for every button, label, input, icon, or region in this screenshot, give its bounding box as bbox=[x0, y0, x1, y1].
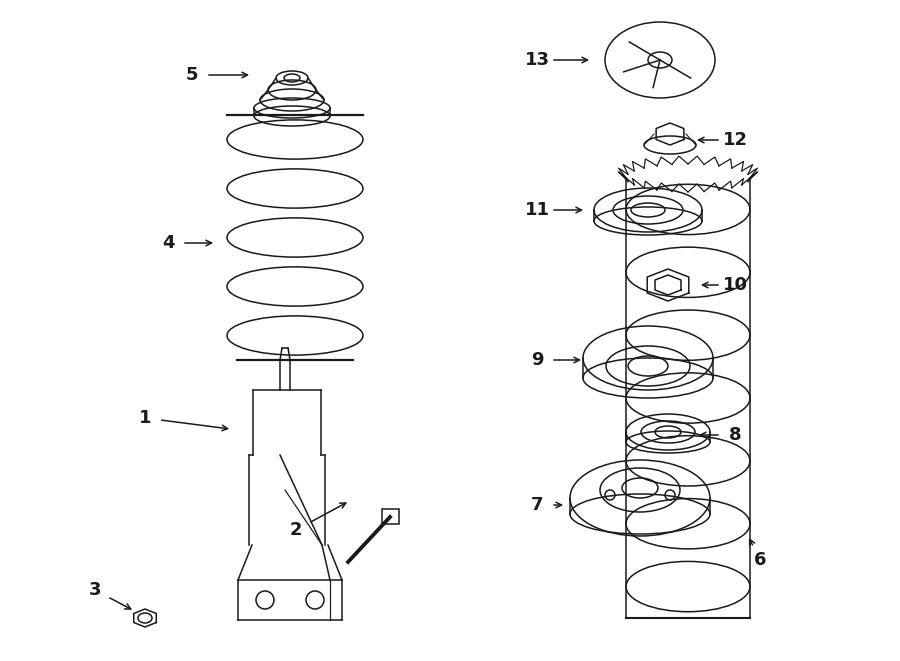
Text: 12: 12 bbox=[723, 131, 748, 149]
Text: 13: 13 bbox=[525, 51, 550, 69]
Text: 9: 9 bbox=[531, 351, 544, 369]
Text: 1: 1 bbox=[139, 409, 151, 427]
Text: 3: 3 bbox=[89, 581, 101, 599]
Text: 6: 6 bbox=[754, 551, 766, 569]
Text: 8: 8 bbox=[729, 426, 742, 444]
Text: 11: 11 bbox=[525, 201, 550, 219]
Text: 5: 5 bbox=[185, 66, 198, 84]
Text: 10: 10 bbox=[723, 276, 748, 294]
Text: 7: 7 bbox=[531, 496, 544, 514]
Text: 4: 4 bbox=[162, 234, 175, 252]
Text: 2: 2 bbox=[290, 521, 302, 539]
